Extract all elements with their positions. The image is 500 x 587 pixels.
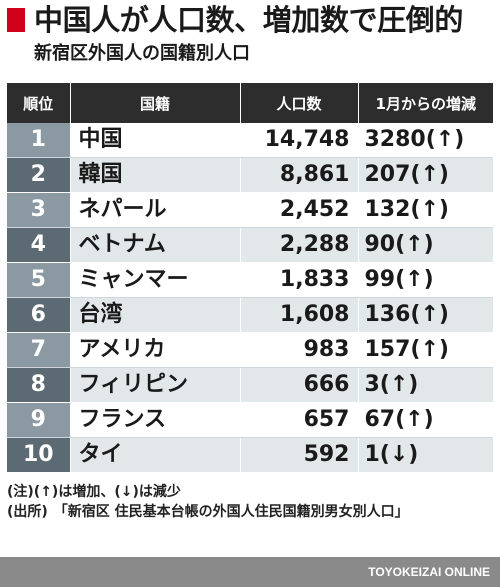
population-cell: 14,748 bbox=[240, 123, 359, 158]
change-cell: 157(↑) bbox=[358, 332, 493, 368]
change-cell: 67(↑) bbox=[358, 402, 493, 438]
note-text: (↑)は増加、(↓)は減少 bbox=[33, 484, 181, 500]
table-row: 6 台湾 1,608 136(↑) bbox=[7, 297, 493, 333]
footer-bar: TOYOKEIZAI ONLINE bbox=[0, 557, 500, 587]
change-cell: 1(↓) bbox=[358, 437, 493, 473]
table-header-row: 順位 国籍 人口数 1月からの増減 bbox=[7, 83, 493, 123]
column-header-rank: 順位 bbox=[7, 83, 71, 123]
country-cell: アメリカ bbox=[70, 332, 241, 368]
population-cell: 1,608 bbox=[240, 297, 359, 333]
rank-cell: 5 bbox=[7, 262, 71, 298]
table-row: 1 中国 14,748 3280(↑) bbox=[7, 123, 493, 158]
population-cell: 2,288 bbox=[240, 227, 359, 263]
population-cell: 983 bbox=[240, 332, 359, 368]
source-row: (出所) 「新宿区 住民基本台帳の外国人住民国籍別男女別人口」 bbox=[7, 502, 493, 522]
country-cell: 台湾 bbox=[70, 297, 241, 333]
rank-cell: 6 bbox=[7, 297, 71, 333]
country-cell: ミャンマー bbox=[70, 262, 241, 298]
title-accent-mark bbox=[7, 8, 25, 32]
page-title: 中国人が人口数、増加数で圧倒的 bbox=[34, 3, 464, 37]
column-header-population: 人口数 bbox=[240, 83, 359, 123]
note-label: (注) bbox=[7, 484, 34, 500]
table-row: 4 ベトナム 2,288 90(↑) bbox=[7, 227, 493, 263]
table-row: 3 ネパール 2,452 132(↑) bbox=[7, 192, 493, 228]
population-cell: 1,833 bbox=[240, 262, 359, 298]
country-cell: フランス bbox=[70, 402, 241, 438]
table-row: 2 韓国 8,861 207(↑) bbox=[7, 157, 493, 193]
change-cell: 207(↑) bbox=[358, 157, 493, 193]
column-header-country: 国籍 bbox=[70, 83, 241, 123]
table-row: 7 アメリカ 983 157(↑) bbox=[7, 332, 493, 368]
population-cell: 666 bbox=[240, 367, 359, 403]
column-header-change: 1月からの増減 bbox=[358, 83, 493, 123]
rank-cell: 1 bbox=[7, 123, 71, 158]
rank-cell: 3 bbox=[7, 192, 71, 228]
rank-cell: 7 bbox=[7, 332, 71, 368]
source-label: (出所) bbox=[7, 504, 48, 520]
country-cell: 中国 bbox=[70, 123, 241, 158]
table-body: 1 中国 14,748 3280(↑) 2 韓国 8,861 207(↑) 3 ネパール 2,452… bbox=[7, 123, 493, 473]
ranking-table: 順位 国籍 人口数 1月からの増減 1 中国 14,748 3280(↑) 2 韓国 8,8… bbox=[7, 83, 493, 473]
page-subtitle: 新宿区外国人の国籍別人口 bbox=[34, 43, 250, 64]
country-cell: 韓国 bbox=[70, 157, 241, 193]
country-cell: フィリピン bbox=[70, 367, 241, 403]
rank-cell: 10 bbox=[7, 437, 71, 473]
note-row: (注) (↑)は増加、(↓)は減少 bbox=[7, 482, 493, 502]
table-row: 8 フィリピン 666 3(↑) bbox=[7, 367, 493, 403]
rank-cell: 9 bbox=[7, 402, 71, 438]
population-cell: 2,452 bbox=[240, 192, 359, 228]
change-cell: 3(↑) bbox=[358, 367, 493, 403]
table-row: 9 フランス 657 67(↑) bbox=[7, 402, 493, 438]
change-cell: 90(↑) bbox=[358, 227, 493, 263]
table-row: 5 ミャンマー 1,833 99(↑) bbox=[7, 262, 493, 298]
source-text: 「新宿区 住民基本台帳の外国人住民国籍別男女別人口」 bbox=[53, 504, 409, 520]
rank-cell: 4 bbox=[7, 227, 71, 263]
change-cell: 136(↑) bbox=[358, 297, 493, 333]
country-cell: ネパール bbox=[70, 192, 241, 228]
change-cell: 132(↑) bbox=[358, 192, 493, 228]
change-cell: 99(↑) bbox=[358, 262, 493, 298]
population-cell: 592 bbox=[240, 437, 359, 473]
notes: (注) (↑)は増加、(↓)は減少 (出所) 「新宿区 住民基本台帳の外国人住民… bbox=[7, 482, 493, 522]
rank-cell: 2 bbox=[7, 157, 71, 193]
country-cell: タイ bbox=[70, 437, 241, 473]
header: 中国人が人口数、増加数で圧倒的 新宿区外国人の国籍別人口 bbox=[0, 0, 500, 80]
rank-cell: 8 bbox=[7, 367, 71, 403]
population-cell: 8,861 bbox=[240, 157, 359, 193]
population-cell: 657 bbox=[240, 402, 359, 438]
table-row: 10 タイ 592 1(↓) bbox=[7, 437, 493, 473]
footer-credit: TOYOKEIZAI ONLINE bbox=[368, 565, 490, 579]
change-cell: 3280(↑) bbox=[358, 123, 493, 158]
country-cell: ベトナム bbox=[70, 227, 241, 263]
